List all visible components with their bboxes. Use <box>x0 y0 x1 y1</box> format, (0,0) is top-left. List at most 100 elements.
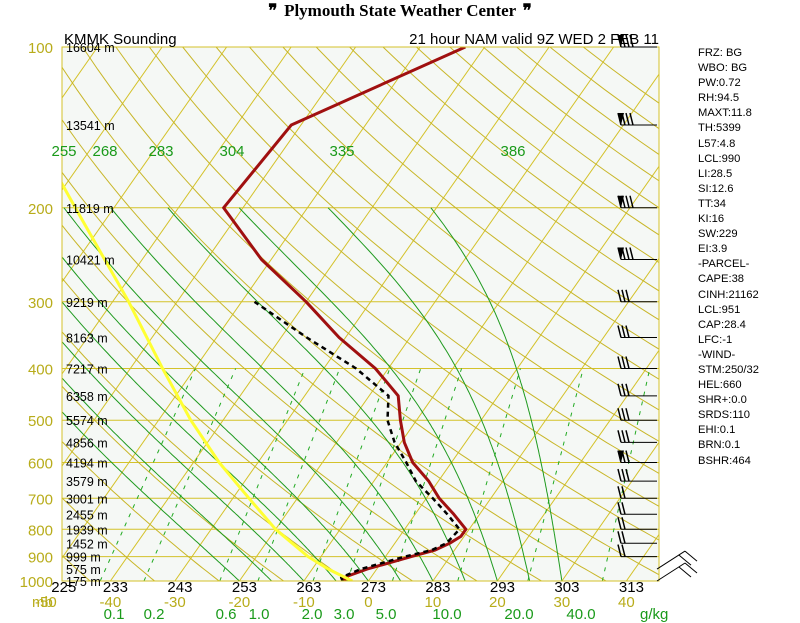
dry-adiabat-label: 243 <box>167 579 192 596</box>
stat-line: EI:3.9 <box>698 243 728 256</box>
stat-line: -WIND- <box>698 348 736 361</box>
stat-line: CINH:21162 <box>698 288 759 301</box>
height-label: 11819 m <box>66 202 114 216</box>
dry-adiabat-line <box>62 171 543 581</box>
mixing-ratio-line <box>391 368 463 581</box>
equivalent-potential-temperature-label: 255 <box>51 143 76 160</box>
height-label: 9219 m <box>66 296 108 310</box>
dry-adiabat-label: 303 <box>554 579 579 596</box>
wind-barb <box>617 408 657 421</box>
moist-adiabat-line <box>62 256 369 581</box>
moist-adiabat-line <box>62 340 305 581</box>
temperature-tick-label: 0 <box>364 594 372 611</box>
moist-adiabat-line <box>62 411 240 581</box>
sounding-stats-panel: FRZ: BG WBO: BG PW:0.72 RH:94.5 MAXT:11.8 TH:… <box>698 46 798 469</box>
dry-adiabat-label: 293 <box>490 579 515 596</box>
mixing-ratio-line <box>346 368 422 581</box>
mixing-ratio-line <box>219 368 306 581</box>
isotherm-line <box>62 47 292 375</box>
dry-adiabat-line <box>249 47 659 380</box>
mixing-ratio-label: 3.0 <box>334 606 355 623</box>
wind-barb <box>617 517 657 530</box>
stat-line: BRN:0.1 <box>698 439 741 452</box>
wind-barb <box>617 430 657 443</box>
height-label: 7217 m <box>66 363 108 377</box>
mixing-ratio-line <box>527 368 584 581</box>
mixing-ratio-label: 10.0 <box>432 606 461 623</box>
stat-line: LI:28.5 <box>698 167 733 180</box>
equivalent-potential-temperature-label: 304 <box>219 143 244 160</box>
dewpoint-profile-line <box>253 300 461 581</box>
height-label: 999 m <box>66 551 101 565</box>
pressure-tick-label: 100 <box>28 40 53 57</box>
pressure-tick-label: 300 <box>28 295 53 312</box>
dry-adiabat-label: 263 <box>296 579 321 596</box>
height-label: 5574 m <box>66 414 108 428</box>
stat-line: SI:12.6 <box>698 182 734 195</box>
pressure-tick-label: 900 <box>28 550 53 567</box>
stat-line: L57:4.8 <box>698 137 736 150</box>
stat-line: PW:0.72 <box>698 77 741 90</box>
wind-barb <box>617 34 657 48</box>
dry-adiabat-line <box>282 47 659 350</box>
dry-adiabat-line <box>62 331 349 581</box>
wind-barb <box>617 195 657 209</box>
moist-adiabat-line <box>63 207 402 581</box>
mixing-ratio-line <box>257 368 341 581</box>
wind-barb <box>617 502 657 515</box>
isotherm-line <box>62 47 163 191</box>
dry-adiabat-line <box>62 497 156 581</box>
wind-barb <box>656 550 698 570</box>
stat-line: HEL:660 <box>698 379 742 392</box>
pressure-tick-label: 500 <box>28 413 53 430</box>
dry-adiabat-label: 313 <box>619 579 644 596</box>
stat-line: RH:94.5 <box>698 92 740 105</box>
temperature-tick-label: 30 <box>554 594 571 611</box>
height-label: 3001 m <box>66 492 108 506</box>
stat-line: CAPE:38 <box>698 273 745 286</box>
pressure-tick-label: 1000 <box>20 574 53 591</box>
equivalent-potential-temperature-label: 283 <box>148 143 173 160</box>
wind-barb-flag-icon: ❞ <box>268 1 278 20</box>
wind-barb <box>617 450 657 464</box>
wind-barb <box>617 468 657 482</box>
temperature-tick-label: 10 <box>425 594 442 611</box>
isotherm-line <box>561 441 659 581</box>
isotherm-line <box>303 73 659 581</box>
dry-adiabat-line <box>62 385 285 581</box>
dry-adiabat-line <box>62 224 479 581</box>
mixing-ratio-label: 0.6 <box>216 606 237 623</box>
wind-barb <box>617 356 657 370</box>
temperature-tick-label: -10 <box>293 594 315 611</box>
isotherm-line <box>62 47 228 283</box>
plot-frame <box>61 46 660 582</box>
page-title: ❞ Plymouth State Weather Center ❞ <box>0 0 800 22</box>
isotherm-line <box>62 47 421 559</box>
dry-adiabat-line <box>82 47 659 541</box>
wind-barb <box>617 247 657 260</box>
dry-adiabat-line <box>0 47 38 592</box>
stat-line: STM:250/32 <box>698 363 759 376</box>
dry-adiabat-label: 225 <box>51 579 76 596</box>
dry-adiabat-label: 253 <box>232 579 257 596</box>
sounding-valid-time-label: 21 hour NAM valid 9Z WED 2 FEB 11 <box>409 31 659 48</box>
dry-adiabat-line <box>62 440 220 581</box>
mixing-ratio-label: 20.0 <box>504 606 533 623</box>
mixing-ratio-label: 0.1 <box>104 606 125 623</box>
pressure-tick-label: 600 <box>28 456 53 473</box>
parcel-path-line <box>62 180 353 581</box>
height-label: 13541 m <box>66 119 115 133</box>
isotherm-line <box>496 349 659 581</box>
height-label: 3579 m <box>66 475 108 489</box>
wind-barb-flag-icon: ❞ <box>522 1 532 20</box>
mixing-ratio-label: 40.0 <box>566 606 595 623</box>
temperature-tick-label: -20 <box>229 594 251 611</box>
dry-adiabat-line <box>148 47 659 474</box>
mixing-ratio-line <box>312 368 391 581</box>
height-label: 8163 m <box>66 332 108 346</box>
wind-barb <box>617 486 657 499</box>
height-label: 16604 m <box>66 41 115 55</box>
wind-barb <box>617 289 657 303</box>
temperature-tick-label: 40 <box>618 594 635 611</box>
